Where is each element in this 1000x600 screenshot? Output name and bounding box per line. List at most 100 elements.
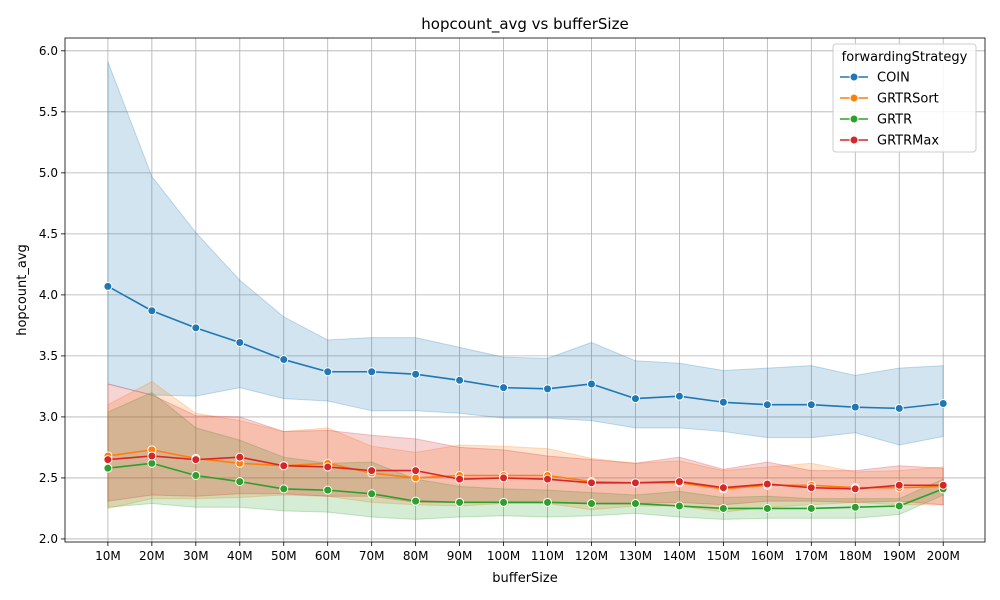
grtrmax-point [586, 478, 596, 488]
grtr-line [107, 462, 944, 510]
grtrmax-point [543, 474, 553, 484]
coin-point [147, 306, 157, 316]
y-tick-label: 5.0 [39, 166, 58, 180]
series-markers [103, 281, 948, 513]
coin-point [762, 400, 772, 410]
y-tick-label: 4.0 [39, 288, 58, 302]
grtr-point [367, 489, 377, 499]
legend-box [832, 43, 977, 153]
x-tick-label: 190M [883, 549, 916, 563]
grtrmax-point [279, 461, 289, 471]
grtr-point [762, 503, 772, 513]
y-tick-label: 5.5 [39, 105, 58, 119]
coin-point [279, 355, 289, 365]
x-tick-label: 90M [447, 549, 473, 563]
grtr-point [499, 497, 509, 507]
grtr-point [718, 503, 728, 513]
x-tick-label: 140M [663, 549, 696, 563]
grtrmax-point [191, 455, 201, 465]
grtrmax-point [103, 455, 113, 465]
grtrmax-point [894, 480, 904, 490]
x-axis-ticks: 10M 20M 30M 40M 50M 60M 70M 80M 90M 100M 110M 120M 1… [95, 542, 960, 563]
coin-legend-marker [849, 72, 859, 82]
grtrmax-line [107, 455, 944, 490]
grtr-point [279, 484, 289, 494]
grtrmax-point [411, 466, 421, 476]
coin-point [630, 394, 640, 404]
chart-title: hopcount_avg vs bufferSize [421, 15, 628, 34]
coin-point [894, 403, 904, 413]
x-tick-label: 70M [359, 549, 385, 563]
grtrsort-legend-label: GRTRSort [877, 92, 939, 107]
coin-point [235, 337, 245, 347]
coin-point [103, 281, 113, 291]
x-tick-label: 160M [751, 549, 784, 563]
x-tick-label: 110M [531, 549, 564, 563]
grtrmax-point [235, 452, 245, 462]
grtr-point [543, 497, 553, 507]
grtrmax-point [455, 474, 465, 484]
x-axis-label: bufferSize [492, 571, 557, 586]
grtr-point [630, 499, 640, 509]
grtr-legend-label: GRTR [877, 113, 912, 128]
coin-confidence-band [107, 61, 944, 446]
grtrsort-point [411, 473, 421, 483]
series-lines [107, 285, 944, 510]
y-tick-label: 6.0 [39, 44, 58, 58]
grtrsort-line [107, 449, 944, 490]
y-tick-label: 3.0 [39, 410, 58, 424]
grtrmax-legend-label: GRTRMax [877, 134, 939, 149]
grtrmax-point [630, 478, 640, 488]
y-tick-label: 2.5 [39, 471, 58, 485]
legend: forwardingStrategy COIN GRTRSort GRTR GRTRM… [832, 43, 977, 153]
grtrmax-point [762, 479, 772, 489]
coin-line [107, 285, 944, 410]
grtrsort-confidence-band [107, 380, 944, 513]
x-tick-label: 30M [183, 549, 209, 563]
grtr-point [191, 470, 201, 480]
coin-point [323, 367, 333, 377]
confidence-bands [107, 61, 944, 520]
grtrmax-point [323, 462, 333, 472]
coin-point [718, 397, 728, 407]
coin-point [850, 402, 860, 412]
coin-point [806, 400, 816, 410]
y-tick-label: 2.0 [39, 532, 58, 546]
x-tick-label: 20M [139, 549, 165, 563]
grtr-point [586, 499, 596, 509]
grtr-point [455, 497, 465, 507]
coin-point [543, 384, 553, 394]
x-tick-label: 150M [707, 549, 740, 563]
x-tick-label: 120M [575, 549, 608, 563]
coin-legend-label: COIN [877, 71, 910, 86]
grtr-point [147, 458, 157, 468]
coin-point [455, 375, 465, 385]
x-tick-label: 10M [95, 549, 121, 563]
y-tick-label: 3.5 [39, 349, 58, 363]
grtrmax-legend-marker [849, 135, 859, 145]
grtrmax-point [499, 473, 509, 483]
coin-point [499, 383, 509, 393]
grtr-point [103, 463, 113, 473]
grtrmax-confidence-band [107, 383, 944, 506]
grtrmax-point [147, 451, 157, 461]
grtrmax-point [806, 483, 816, 493]
grtr-point [674, 501, 684, 511]
plot-frame [64, 37, 986, 543]
grtr-confidence-band [107, 391, 944, 520]
grtr-point [323, 485, 333, 495]
coin-point [586, 379, 596, 389]
grtr-point [806, 503, 816, 513]
x-tick-label: 130M [619, 549, 652, 563]
grtr-point [894, 501, 904, 511]
grtr-point [411, 496, 421, 506]
grtrmax-point [718, 483, 728, 493]
coin-point [191, 323, 201, 333]
grtrmax-point [938, 480, 948, 490]
coin-point [938, 398, 948, 408]
x-tick-label: 200M [927, 549, 960, 563]
y-axis-label: hopcount_avg [15, 244, 30, 336]
grtrmax-point [850, 484, 860, 494]
grtr-point [235, 477, 245, 487]
